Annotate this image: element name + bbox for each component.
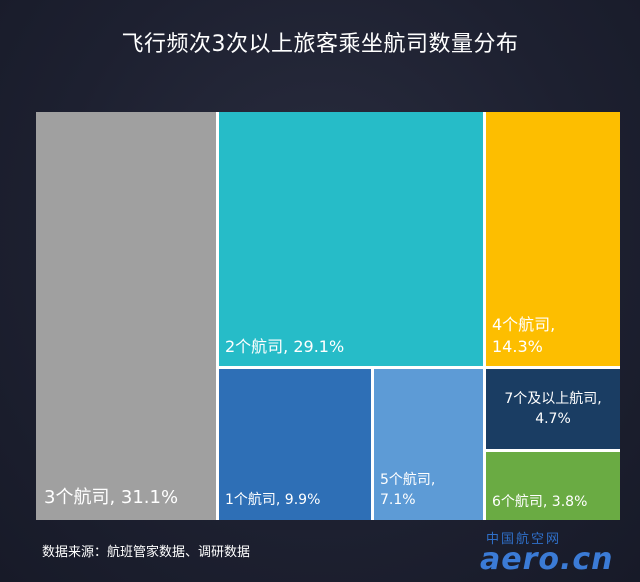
treemap-cell: 3个航司, 31.1% xyxy=(36,112,216,520)
aero-cn-logo: 中国航空网 aero.cn xyxy=(480,528,630,578)
treemap-cell-label: 2个航司, 29.1% xyxy=(225,337,345,356)
treemap-chart: 3个航司, 31.1% 2个航司, 29.1% 4个航司, 14.3% 1个航司, 9… xyxy=(36,112,620,520)
logo-english-text: aero.cn xyxy=(480,542,614,577)
treemap-cell: 6个航司, 3.8% xyxy=(486,452,620,520)
treemap-cell-label: 7个及以上航司, 4.7% xyxy=(504,391,602,427)
treemap-cell-label: 3个航司, 31.1% xyxy=(44,487,179,508)
treemap-cell-label: 4个航司, 14.3% xyxy=(492,315,556,356)
data-source-note: 数据来源：航班管家数据、调研数据 xyxy=(42,545,251,560)
treemap-cell: 2个航司, 29.1% xyxy=(219,112,483,366)
treemap-cell: 5个航司, 7.1% xyxy=(374,369,483,520)
treemap-cell-label: 1个航司, 9.9% xyxy=(225,492,321,508)
treemap-cell-label: 5个航司, 7.1% xyxy=(380,472,436,508)
logo-chinese-text: 中国航空网 xyxy=(486,532,562,547)
treemap-cell-label: 6个航司, 3.8% xyxy=(492,494,588,510)
treemap-cell: 1个航司, 9.9% xyxy=(219,369,371,520)
treemap-cell: 7个及以上航司, 4.7% xyxy=(486,369,620,449)
chart-title: 飞行频次3次以上旅客乘坐航司数量分布 xyxy=(121,32,519,57)
treemap-cell: 4个航司, 14.3% xyxy=(486,112,620,366)
